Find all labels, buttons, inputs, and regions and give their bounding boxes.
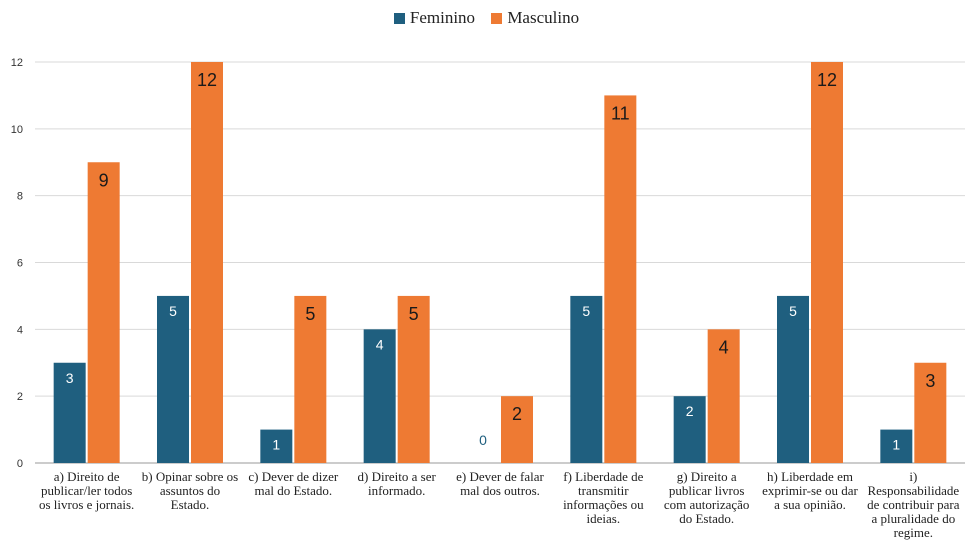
- value-label-feminino-8: 1: [892, 437, 900, 453]
- x-tick-label-6: g) Direito a publicar livros com autoriz…: [663, 469, 750, 526]
- value-label-masculino-5: 11: [611, 103, 630, 123]
- bar-masculino-6: [707, 329, 740, 463]
- x-tick-label-7: h) Liberdade em exprimir-se ou dar a sua…: [762, 469, 858, 512]
- value-label-feminino-6: 2: [686, 403, 694, 419]
- legend-label-feminino: Feminino: [409, 8, 476, 27]
- y-tick-label-6: 6: [17, 258, 23, 270]
- bar-masculino-2: [294, 295, 327, 463]
- x-tick-label-1: b) Opinar sobre os assuntos do Estado.: [141, 469, 239, 512]
- bar-feminino-6: [673, 396, 706, 463]
- value-label-feminino-7: 5: [789, 303, 797, 319]
- legend-label-masculino: Masculino: [507, 8, 580, 27]
- value-label-feminino-1: 5: [169, 303, 177, 319]
- bar-feminino-1: [157, 295, 189, 463]
- y-tick-label-2: 2: [17, 391, 23, 403]
- bar-masculino-3: [397, 295, 430, 463]
- value-label-feminino-0: 3: [66, 370, 74, 386]
- legend-item-feminino: Feminino: [393, 8, 476, 28]
- bar-masculino-0: [87, 162, 120, 463]
- x-tick-label-8: i) Responsabilidade de contribuir para a…: [867, 469, 960, 540]
- bar-masculino-8: [914, 362, 947, 463]
- bar-feminino-7: [777, 295, 809, 463]
- value-label-feminino-5: 5: [582, 303, 590, 319]
- chart-legend: Feminino Masculino: [0, 8, 973, 29]
- bar-feminino-3: [363, 329, 396, 463]
- y-tick-label-0: 0: [17, 458, 23, 470]
- bar-masculino-1: [191, 62, 223, 463]
- value-label-feminino-3: 4: [376, 336, 384, 352]
- y-tick-label-8: 8: [17, 191, 23, 203]
- bar-feminino-0: [53, 362, 86, 463]
- value-label-masculino-6: 4: [719, 337, 729, 357]
- x-tick-label-0: a) Direito de publicar/ler todos os livr…: [38, 469, 135, 512]
- bar-masculino-4: [501, 396, 533, 463]
- y-tick-label-12: 12: [11, 57, 23, 69]
- x-tick-label-2: c) Dever de dizer mal do Estado.: [248, 469, 339, 498]
- y-tick-label-10: 10: [11, 124, 23, 136]
- bar-feminino-2: [260, 429, 293, 463]
- legend-item-masculino: Masculino: [491, 8, 579, 28]
- value-label-masculino-8: 3: [925, 371, 935, 391]
- legend-swatch-masculino: [491, 12, 503, 24]
- x-tick-label-5: f) Liberdade de transmitir informações o…: [563, 469, 644, 526]
- bar-masculino-5: [604, 95, 637, 464]
- value-label-masculino-7: 12: [817, 70, 837, 90]
- x-tick-label-4: e) Dever de falar mal dos outros.: [456, 469, 544, 498]
- value-label-masculino-3: 5: [409, 304, 419, 324]
- y-tick-label-4: 4: [17, 324, 23, 336]
- legend-swatch-feminino: [393, 12, 405, 24]
- value-label-masculino-4: 2: [512, 404, 522, 424]
- x-tick-label-3: d) Direito a ser informado.: [357, 469, 436, 498]
- value-label-masculino-2: 5: [305, 304, 315, 324]
- value-label-masculino-1: 12: [197, 70, 217, 90]
- bar-feminino-5: [570, 295, 603, 463]
- bar-feminino-8: [880, 429, 913, 463]
- value-label-masculino-0: 9: [99, 170, 109, 190]
- value-label-feminino-2: 1: [272, 437, 280, 453]
- value-label-feminino-4: 0: [479, 432, 487, 448]
- bar-masculino-7: [811, 62, 843, 463]
